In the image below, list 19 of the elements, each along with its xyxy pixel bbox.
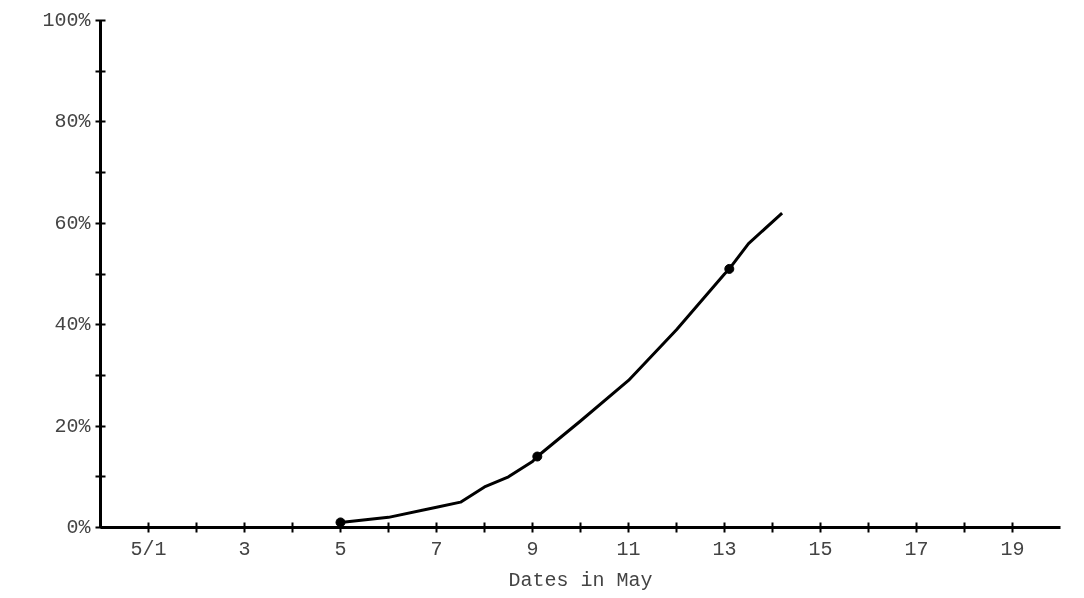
x-tick-label: 5/1 [130, 537, 167, 561]
point [724, 263, 735, 274]
y-tick-label: 20% [54, 414, 92, 438]
y-tick-label: 0% [66, 516, 92, 539]
point [532, 451, 543, 462]
x-tick-label: 9 [526, 537, 539, 561]
x-tick-label: 17 [904, 537, 929, 561]
y-tick-label: 80% [54, 110, 92, 134]
y-tick-label: 40% [54, 313, 92, 337]
x-tick-label: 5 [334, 537, 347, 561]
x-tick-label: 13 [712, 537, 737, 561]
y-tick-label: 60% [54, 211, 92, 235]
y-tick-label: 100% [42, 9, 92, 32]
x-tick-label: 19 [1000, 537, 1025, 561]
x-tick-label: 15 [808, 537, 833, 561]
x-axis-title: Dates in May [508, 568, 653, 592]
x-tick-label: 3 [238, 537, 251, 561]
x-tick-label: 7 [430, 537, 443, 561]
x-tick-label: 11 [616, 537, 641, 561]
